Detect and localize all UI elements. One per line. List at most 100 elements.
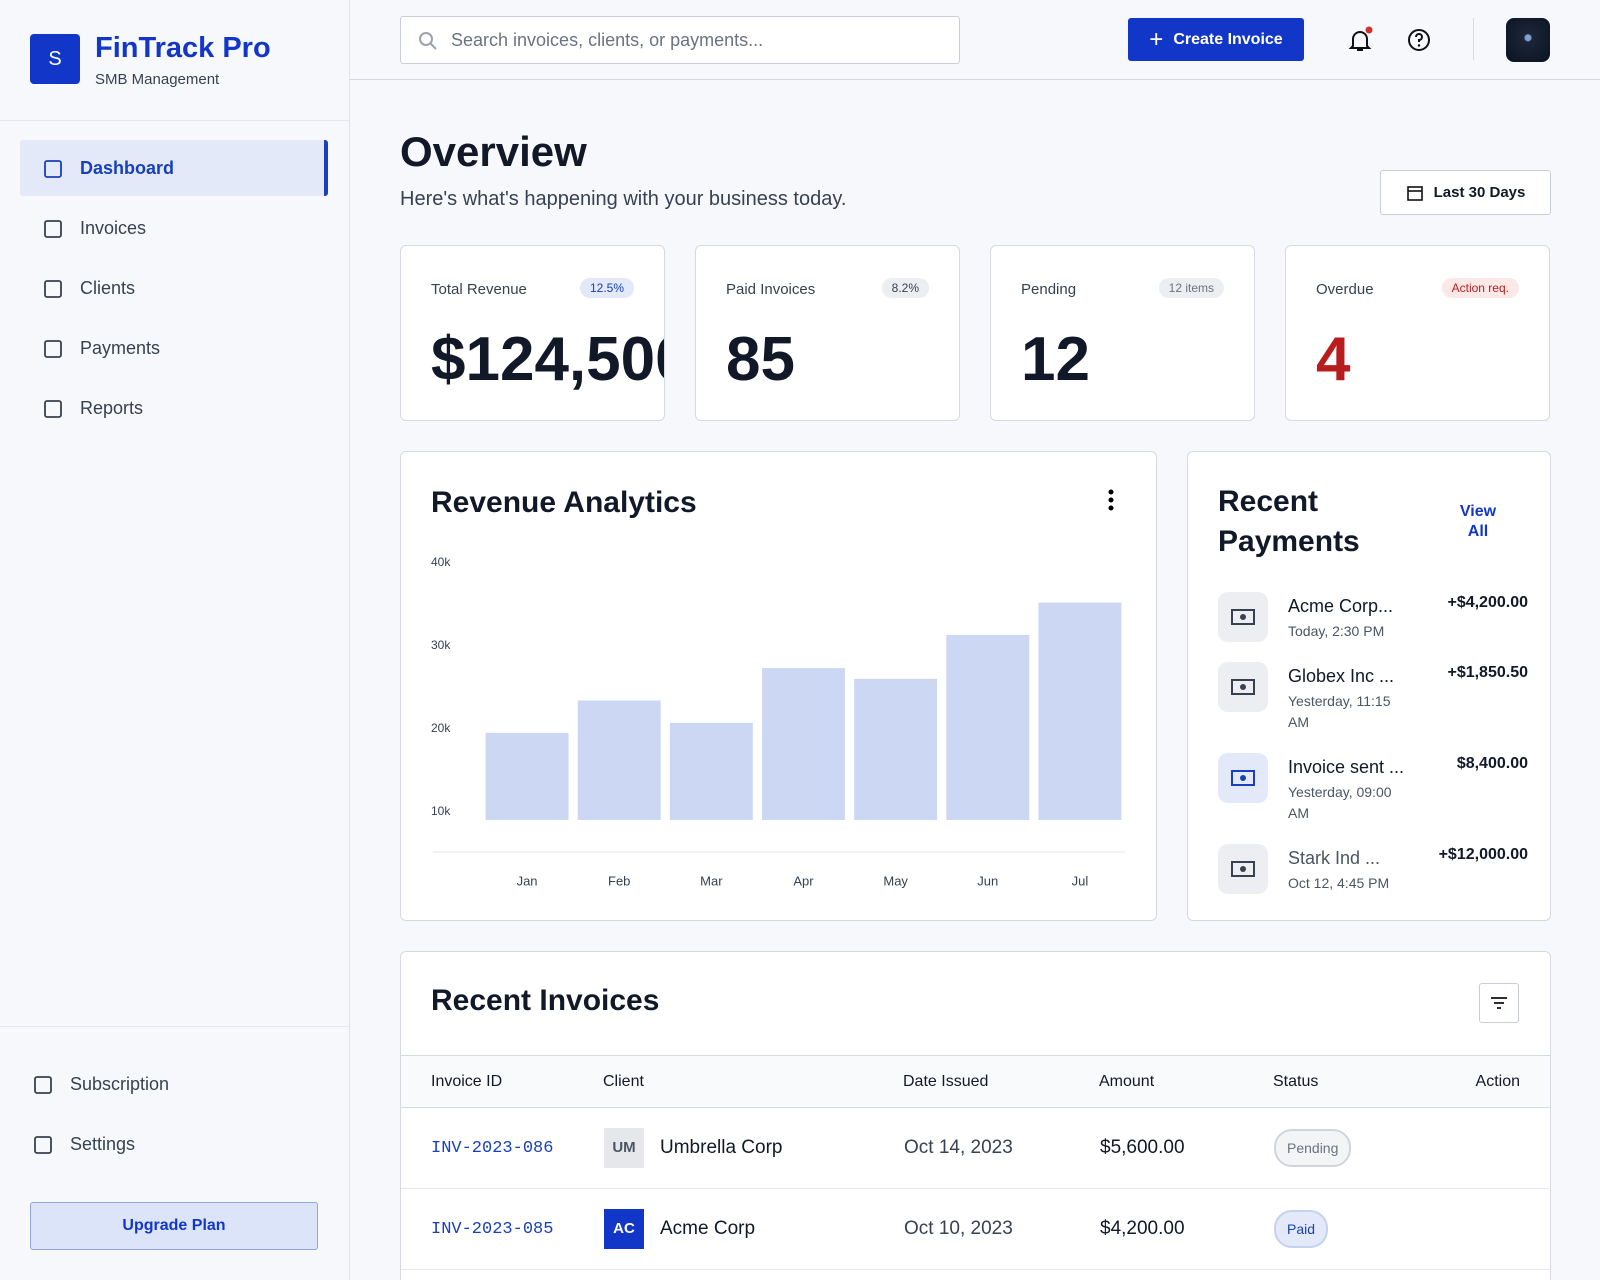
- bar: [669, 722, 753, 820]
- payment-icon: [1218, 662, 1268, 712]
- plus-icon: +: [1149, 25, 1164, 53]
- chart-panel: Revenue Analytics 10k 20k 30k 40k Jan Feb Mar A…: [400, 451, 1157, 921]
- column-header: Invoice ID: [431, 1072, 503, 1090]
- payments-title: Recent Payments: [1218, 485, 1360, 558]
- bell-icon[interactable]: [1346, 26, 1376, 56]
- payment-time: Today, 2:30 PM: [1288, 623, 1385, 639]
- upgrade-button[interactable]: Upgrade Plan: [30, 1202, 318, 1250]
- stat-badge: Action req.: [1441, 278, 1519, 298]
- chart-title: Revenue Analytics: [431, 486, 697, 519]
- menu-icon[interactable]: [1108, 489, 1114, 511]
- x-tick-label: Jan: [517, 873, 538, 888]
- x-tick-label: Jul: [1072, 873, 1089, 888]
- page-subtitle: Here's what's happening with your busine…: [400, 188, 847, 210]
- status-cell: Paid: [1273, 1189, 1443, 1270]
- date-issued: Oct 14, 2023: [904, 1137, 1013, 1158]
- money-icon: [1231, 770, 1255, 786]
- calendar-icon: [1406, 185, 1423, 201]
- search-placeholder: Search invoices, clients, or payments...: [451, 30, 764, 50]
- x-tick-label: Mar: [700, 873, 723, 888]
- bar: [485, 732, 569, 820]
- column-header: Status: [1273, 1072, 1319, 1090]
- client-avatar: AC: [604, 1209, 644, 1249]
- nav-item[interactable]: Reports: [20, 380, 328, 436]
- x-tick-label: Apr: [793, 873, 814, 888]
- nav-label: Clients: [80, 277, 136, 298]
- payment-amount: $8,400.00: [1456, 755, 1528, 772]
- invoice-id[interactable]: INV-2023-086: [431, 1138, 554, 1158]
- nav-item[interactable]: Invoices: [20, 200, 328, 256]
- create-invoice-button[interactable]: + Create Invoice: [1128, 18, 1304, 61]
- client-name: Acme Corp: [660, 1218, 756, 1239]
- create-label: Create Invoice: [1173, 30, 1283, 48]
- payment-icon: [1218, 753, 1268, 803]
- filter-icon: [1491, 997, 1507, 1009]
- stat-label: Pending: [1021, 281, 1077, 298]
- payment-meta: Invoice sent ... Yesterday, 09:00 AM: [1288, 753, 1413, 824]
- header: Search invoices, clients, or payments...…: [350, 0, 1600, 80]
- nav-label: Settings: [70, 1133, 136, 1154]
- separator: [1473, 18, 1474, 60]
- payment-amount: +$4,200.00: [1447, 594, 1528, 611]
- date-range-button[interactable]: Last 30 Days: [1380, 170, 1551, 215]
- payment-item: Invoice sent ... Yesterday, 09:00 AM $8,40…: [1218, 753, 1528, 824]
- stat-value: 12: [1021, 325, 1090, 394]
- stat-badge: 12.5%: [579, 278, 634, 298]
- invoices-title: Recent Invoices: [431, 984, 660, 1017]
- nav-label: Subscription: [70, 1073, 170, 1094]
- view-all-link[interactable]: View All: [1459, 503, 1497, 540]
- payment-item: Globex Inc ... Yesterday, 11:15 AM +$1,850…: [1218, 662, 1528, 733]
- divider: [0, 1026, 349, 1027]
- status-badge: Pending: [1274, 1129, 1352, 1167]
- page-title: Overview: [400, 128, 587, 175]
- search[interactable]: Search invoices, clients, or payments...: [400, 16, 960, 64]
- nav-label: Payments: [80, 337, 161, 358]
- amount: $5,600.00: [1100, 1137, 1185, 1158]
- nav-item[interactable]: Dashboard: [20, 140, 328, 196]
- payment-icon: [1218, 592, 1268, 642]
- nav-icon: [34, 1136, 52, 1154]
- stat-card: Pending 12 items 12: [990, 245, 1255, 421]
- invoice-id[interactable]: INV-2023-085: [431, 1219, 554, 1239]
- client-avatar: UM: [604, 1128, 644, 1168]
- payment-name: Acme Corp...: [1288, 596, 1394, 616]
- date-range: Last 30 Days: [1433, 184, 1526, 201]
- bar: [762, 668, 845, 820]
- nav-icon: [44, 160, 62, 178]
- payment-name: Stark Ind ...: [1288, 848, 1381, 868]
- payment-item: Acme Corp... Today, 2:30 PM +$4,200.00: [1218, 592, 1528, 642]
- x-tick-label: Jun: [977, 873, 998, 888]
- nav-item[interactable]: Payments: [20, 320, 328, 376]
- stat-label: Paid Invoices: [726, 281, 816, 298]
- nav-icon: [34, 1076, 52, 1094]
- tagline: SMB Management: [95, 71, 220, 88]
- nav-icon: [44, 220, 62, 238]
- column-header: Date Issued: [903, 1072, 989, 1090]
- money-icon: [1231, 861, 1255, 877]
- stat-value: 4: [1316, 325, 1351, 394]
- status-cell: Pending: [1273, 1108, 1443, 1189]
- payment-time: Yesterday, 09:00 AM: [1288, 784, 1392, 821]
- payment-amount: +$1,850.50: [1447, 664, 1528, 681]
- filter-button[interactable]: [1479, 983, 1519, 1023]
- payment-icon: [1218, 844, 1268, 894]
- logo: S: [30, 34, 80, 84]
- stat-card: Overdue Action req. 4: [1285, 245, 1550, 421]
- bar: [854, 678, 938, 820]
- stat-card: Paid Invoices 8.2% 85: [695, 245, 960, 421]
- date-issued: Oct 10, 2023: [904, 1218, 1013, 1239]
- nav-item[interactable]: Clients: [20, 260, 328, 316]
- nav-item[interactable]: Settings: [10, 1116, 318, 1172]
- stat-label: Overdue: [1316, 281, 1374, 298]
- brand: FinTrack Pro: [95, 32, 271, 64]
- payments-list: Acme Corp... Today, 2:30 PM +$4,200.00 Glob…: [1218, 592, 1528, 894]
- stat-badge: 8.2%: [881, 278, 929, 298]
- payments-panel: Recent Payments View All Acme Corp... Tod…: [1187, 451, 1551, 921]
- client-name: Umbrella Corp: [660, 1137, 783, 1158]
- nav-label: Reports: [80, 397, 144, 418]
- payment-name: Invoice sent ...: [1288, 757, 1405, 777]
- nav-item[interactable]: Subscription: [10, 1056, 318, 1112]
- stat-label: Total Revenue: [431, 281, 527, 298]
- help-icon[interactable]: [1406, 27, 1432, 53]
- avatar[interactable]: [1506, 18, 1550, 62]
